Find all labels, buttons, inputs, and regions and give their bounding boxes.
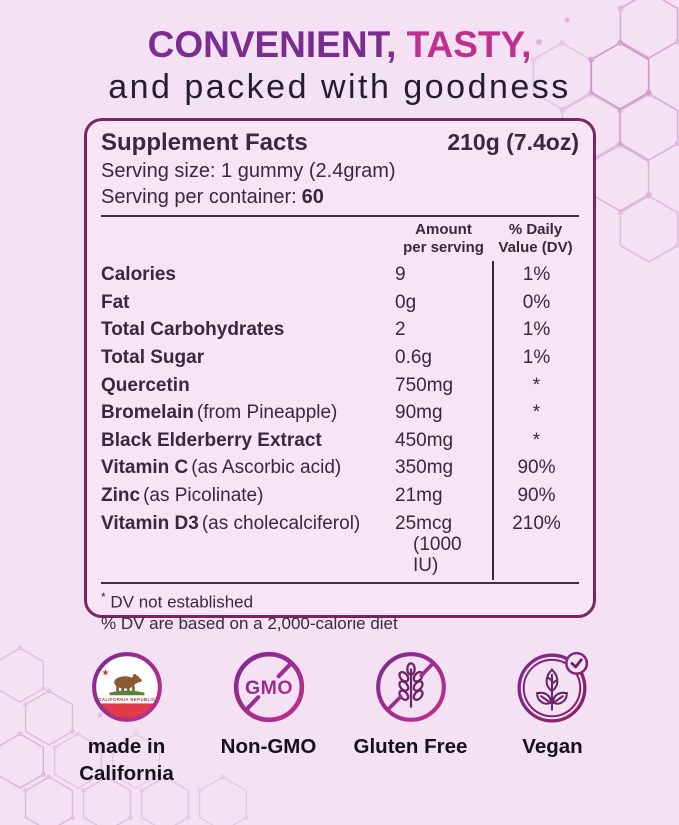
title-part-1: CONVENIENT, bbox=[147, 24, 397, 65]
amount-cell: 90mg bbox=[395, 402, 443, 424]
table-row: Vitamin C (as Ascorbic acid) 350mg 90% bbox=[101, 454, 579, 482]
table-row: Bromelain (from Pineapple) 90mg * bbox=[101, 399, 579, 427]
dv-cell: 210% bbox=[492, 509, 579, 580]
net-weight: 210g (7.4oz) bbox=[447, 129, 579, 155]
amount-cell: 450mg bbox=[395, 429, 454, 451]
column-header-amount: Amount per serving bbox=[403, 220, 484, 256]
ingredient-name: Black Elderberry Extract bbox=[101, 429, 322, 451]
leaf-icon bbox=[535, 668, 568, 711]
non-gmo-icon: GMO bbox=[233, 651, 304, 723]
ingredient-name: Total Carbohydrates bbox=[101, 319, 285, 341]
ingredient-name: Bromelain (from Pineapple) bbox=[101, 402, 338, 424]
amount-cell: 750mg bbox=[395, 374, 454, 396]
servings-per-container-label: Serving per container: bbox=[101, 185, 297, 208]
supplement-facts-panel: Supplement Facts 210g (7.4oz) Serving si… bbox=[84, 118, 596, 633]
gluten-free-icon bbox=[375, 652, 446, 722]
ingredient-name: Fat bbox=[101, 291, 130, 313]
vegan-icon bbox=[516, 651, 588, 723]
ingredient-name: Vitamin D3 (as cholecalciferol) bbox=[101, 512, 361, 534]
amount-cell: 25mcg (1000 IU) bbox=[395, 512, 462, 577]
amount-cell: 350mg bbox=[395, 457, 454, 479]
panel-title: Supplement Facts bbox=[101, 129, 308, 156]
table-column-headers: Amount per serving % Daily Value (DV) bbox=[101, 221, 579, 261]
badge-label: Non-GMO bbox=[220, 735, 317, 758]
badge-non-gmo: GMO Non-GMO bbox=[198, 648, 340, 787]
amount-cell: 2 bbox=[395, 319, 406, 341]
ingredient-name: Calories bbox=[101, 263, 176, 285]
california-flag-icon: ★ CALIFORNIA REPUBLIC bbox=[91, 652, 162, 722]
badge-label: Gluten Free bbox=[353, 735, 468, 758]
table-row: Total Carbohydrates 2 1% bbox=[101, 316, 579, 344]
spacer bbox=[101, 221, 395, 257]
servings-per-container-value: 60 bbox=[301, 185, 324, 208]
dv-cell: 90% bbox=[492, 454, 579, 482]
star-icon: ★ bbox=[101, 668, 109, 678]
ingredient-name: Total Sugar bbox=[101, 346, 205, 368]
amount-cell: 21mg bbox=[395, 485, 443, 507]
ingredient-name: Quercetin bbox=[101, 374, 190, 396]
slash-line bbox=[386, 662, 434, 711]
badge-gluten-free: Gluten Free bbox=[340, 648, 482, 787]
page-title: CONVENIENT, TASTY, bbox=[0, 24, 679, 65]
grass-shape bbox=[109, 690, 144, 696]
footnote-dv: * DV not established bbox=[101, 589, 254, 612]
divider-line-top bbox=[101, 214, 579, 217]
badge-vegan: Vegan bbox=[482, 648, 624, 787]
ingredient-name: Vitamin C (as Ascorbic acid) bbox=[101, 457, 342, 479]
amount-cell: 0g bbox=[395, 291, 417, 313]
dv-cell: * bbox=[492, 426, 579, 455]
dv-cell: 0% bbox=[492, 288, 579, 317]
gmo-text: GMO bbox=[244, 677, 292, 699]
table-row: Total Sugar 0.6g 1% bbox=[101, 343, 579, 372]
dv-cell: 1% bbox=[492, 316, 579, 344]
flag-text: CALIFORNIA REPUBLIC bbox=[98, 697, 155, 702]
dv-cell: * bbox=[492, 399, 579, 427]
table-row: Calories 9 1% bbox=[101, 260, 579, 289]
title-part-2: TASTY, bbox=[406, 24, 532, 65]
dv-cell: 90% bbox=[492, 481, 579, 510]
table-row: Vitamin D3 (as cholecalciferol) 25mcg (100… bbox=[101, 509, 579, 580]
serving-size-line: Serving size: 1 gummy (2.4gram) bbox=[101, 159, 396, 182]
table-row: Fat 0g 0% bbox=[101, 288, 579, 317]
dv-cell: 1% bbox=[492, 260, 579, 289]
divider-line-bottom bbox=[101, 581, 579, 584]
amount-cell: 0.6g bbox=[395, 346, 432, 368]
table-row: Quercetin 750mg * bbox=[101, 371, 579, 399]
servings-per-container-line: Serving per container: 60 bbox=[101, 184, 579, 210]
column-header-daily-value: % Daily Value (DV) bbox=[498, 220, 573, 256]
facts-table: Calories 9 1% Fat 0g 0% Total Carbohydra… bbox=[101, 260, 579, 580]
page-subtitle: and packed with goodness bbox=[108, 68, 571, 106]
dv-cell: * bbox=[492, 371, 579, 399]
footnote-calorie: % DV are based on a 2,000-calorie diet bbox=[101, 614, 398, 634]
amount-cell: 9 bbox=[395, 263, 406, 285]
panel-header: Supplement Facts 210g (7.4oz) bbox=[101, 129, 579, 158]
ingredient-name: Zinc (as Picolinate) bbox=[101, 485, 264, 507]
badge-label: Vegan bbox=[522, 735, 583, 758]
footnotes: * DV not established % DV are based on a… bbox=[101, 588, 579, 636]
wheat-icon bbox=[397, 662, 424, 708]
bear-icon bbox=[113, 674, 142, 692]
dv-cell: 1% bbox=[492, 343, 579, 372]
table-row: Black Elderberry Extract 450mg * bbox=[101, 426, 579, 455]
badge-label: made in California bbox=[79, 735, 174, 785]
badge-row: ★ CALIFORNIA REPUBLIC bbox=[0, 648, 679, 787]
check-icon bbox=[570, 658, 583, 669]
badge-made-in-california: ★ CALIFORNIA REPUBLIC bbox=[56, 648, 198, 787]
slash-line bbox=[243, 661, 293, 712]
table-row: Zinc (as Picolinate) 21mg 90% bbox=[101, 481, 579, 510]
